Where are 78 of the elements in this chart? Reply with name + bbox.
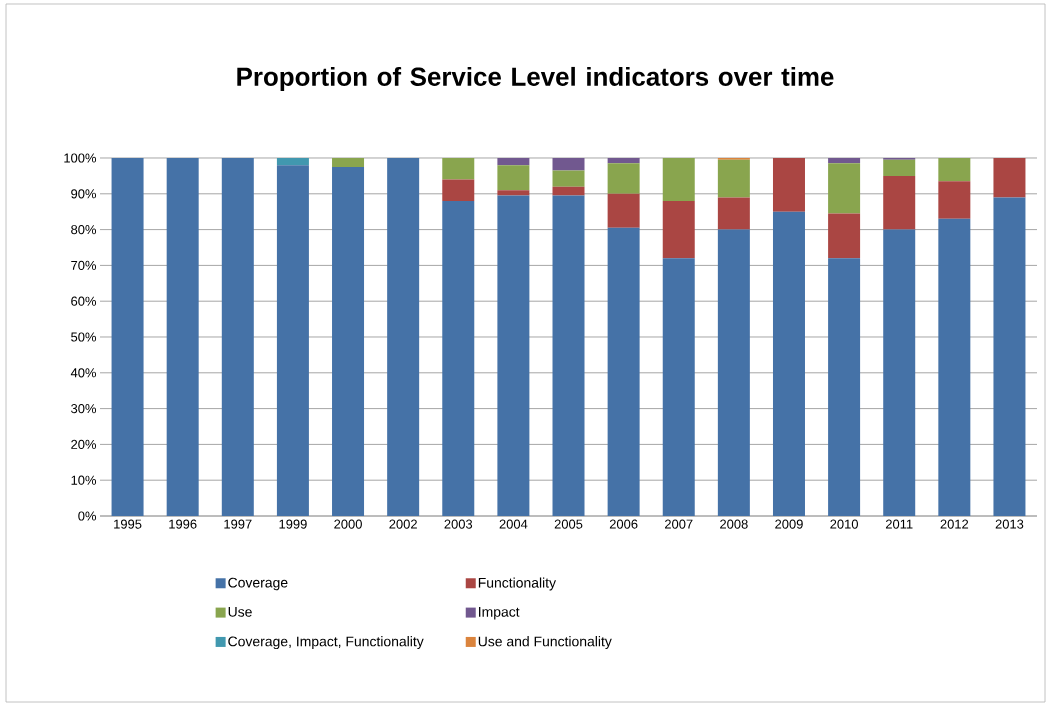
y-tick-label: 10% [71, 475, 97, 485]
bar [497, 195, 530, 516]
bar [828, 213, 861, 259]
bar [662, 200, 695, 259]
bar [662, 158, 695, 201]
bar [332, 158, 365, 167]
bar [166, 158, 199, 516]
legend-label: Use [228, 607, 252, 617]
bar [938, 218, 971, 516]
x-tick-label: 2008 [720, 519, 748, 529]
bar [772, 158, 805, 212]
bar [607, 158, 640, 164]
bar [607, 227, 640, 516]
y-tick-label: 60% [71, 296, 97, 306]
bar [442, 200, 475, 516]
bar [552, 158, 585, 171]
bar [332, 166, 365, 516]
bar [883, 175, 916, 230]
x-tick-label: 2005 [554, 519, 583, 529]
y-tick-label: 30% [71, 404, 97, 414]
bar [221, 158, 254, 516]
bar [993, 158, 1026, 198]
bar [883, 159, 916, 176]
y-tick-label: 50% [71, 332, 97, 342]
bar [497, 158, 530, 166]
bar [552, 195, 585, 516]
bar [276, 158, 309, 166]
bar [993, 197, 1026, 516]
bar [717, 229, 750, 516]
y-tick-label: 80% [71, 225, 97, 235]
bar [717, 159, 750, 198]
x-tick-label: 2013 [995, 519, 1024, 529]
bar [111, 158, 144, 516]
chart-title: Proportion of Service Level indicators over time [237, 66, 834, 92]
x-tick-label: 1995 [114, 519, 142, 529]
legend-label: Functionality [478, 577, 556, 591]
bar [828, 158, 861, 164]
bar [497, 165, 530, 191]
y-tick-label: 70% [71, 260, 97, 270]
bar [828, 163, 861, 214]
bar [276, 165, 309, 516]
y-tick-label: 40% [70, 368, 97, 378]
bar [883, 229, 916, 516]
x-tick-label: 2011 [885, 519, 913, 529]
y-tick-label: 100% [64, 153, 97, 163]
y-tick-label: 20% [71, 439, 97, 449]
bar [772, 211, 805, 516]
bar [607, 163, 640, 194]
legend-label: Coverage, Impact, Functionality [228, 636, 424, 650]
x-tick-label: 2003 [444, 519, 473, 529]
bar [552, 170, 585, 187]
x-tick-label: 2000 [334, 519, 362, 529]
x-tick-label: 2010 [830, 519, 858, 529]
bar [497, 190, 530, 196]
x-tick-label: 2009 [775, 519, 803, 529]
x-tick-label: 2002 [389, 519, 417, 529]
x-tick-label: 2012 [940, 519, 969, 529]
bar [442, 158, 475, 180]
x-tick-label: 1997 [224, 519, 252, 529]
legend-label: Use and Functionality [478, 636, 612, 650]
bar [607, 193, 640, 228]
x-tick-label: 2006 [609, 519, 638, 529]
legend-label: Coverage [228, 577, 288, 591]
bar [938, 181, 971, 219]
x-tick-label: 1999 [279, 519, 307, 529]
x-tick-label: 1996 [169, 519, 197, 529]
y-tick-label: 0% [78, 511, 97, 521]
bar [387, 158, 420, 516]
bar [938, 158, 971, 182]
bar [717, 197, 750, 230]
bar [662, 258, 695, 516]
y-tick-label: 90% [71, 189, 97, 199]
x-tick-label: 2004 [499, 519, 528, 529]
bar [442, 179, 475, 201]
bar [552, 186, 585, 196]
legend-label: Impact [479, 607, 520, 620]
bar [828, 258, 861, 516]
x-tick-label: 2007 [664, 519, 693, 529]
